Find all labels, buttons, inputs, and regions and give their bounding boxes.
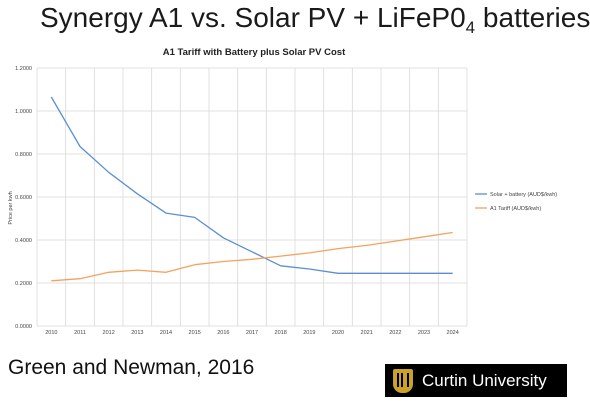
x-tick-label: 2021 bbox=[361, 330, 373, 336]
y-tick-label: 0.8000 bbox=[15, 152, 32, 158]
x-tick-label: 2013 bbox=[131, 330, 143, 336]
y-tick-label: 0.4000 bbox=[15, 238, 32, 244]
legend-label: Solar + battery (AUD$/kwh) bbox=[490, 192, 557, 198]
x-tick-label: 2018 bbox=[275, 330, 287, 336]
axis-ticks: 0.0000 0.2000 0.4000 0.6000 0.8000 1.0000 1.20… bbox=[15, 66, 459, 336]
x-tick-label: 2011 bbox=[74, 330, 86, 336]
y-tick-label: 1.0000 bbox=[15, 109, 32, 115]
x-tick-label: 2015 bbox=[189, 330, 201, 336]
slide-title: Synergy A1 vs. Solar PV + LiFeP04 batter… bbox=[40, 2, 590, 37]
y-tick-label: 0.6000 bbox=[15, 195, 32, 201]
x-tick-label: 2012 bbox=[103, 330, 115, 336]
x-tick-label: 2023 bbox=[418, 330, 430, 336]
slide-title-tail: batteries bbox=[475, 2, 590, 33]
chart-title: A1 Tariff with Battery plus Solar PV Cos… bbox=[163, 47, 346, 58]
y-tick-label: 0.0000 bbox=[15, 324, 32, 330]
x-tick-label: 2017 bbox=[246, 330, 258, 336]
legend-label: A1 Tariff (AUD$/kwh) bbox=[490, 206, 541, 212]
chart-legend: Solar + battery (AUD$/kwh) A1 Tariff (AUD… bbox=[475, 192, 557, 212]
series-line-2 bbox=[51, 231, 453, 282]
x-tick-label: 2022 bbox=[389, 330, 401, 336]
crest-icon bbox=[393, 368, 413, 393]
y-axis-label: Price per kwh bbox=[8, 191, 14, 224]
slide-title-subscript: 4 bbox=[465, 18, 476, 37]
x-tick-label: 2014 bbox=[160, 330, 172, 336]
series-line-1 bbox=[50, 96, 453, 274]
x-tick-label: 2019 bbox=[303, 330, 315, 336]
x-tick-label: 2024 bbox=[447, 330, 459, 336]
slide-title-main: Synergy A1 vs. Solar PV + LiFeP0 bbox=[40, 2, 466, 33]
x-tick-label: 2010 bbox=[45, 330, 57, 336]
citation-text: Green and Newman, 2016 bbox=[8, 356, 255, 379]
gridlines bbox=[36, 67, 468, 327]
series-lines bbox=[50, 96, 453, 282]
curtin-university-logo: Curtin University bbox=[385, 364, 567, 397]
x-tick-label: 2016 bbox=[217, 330, 229, 336]
y-tick-label: 0.2000 bbox=[15, 281, 32, 287]
x-tick-label: 2020 bbox=[332, 330, 344, 336]
logo-text: Curtin University bbox=[422, 370, 547, 390]
y-tick-label: 1.2000 bbox=[15, 66, 32, 72]
line-chart: A1 Tariff with Battery plus Solar PV Cos… bbox=[8, 47, 557, 336]
